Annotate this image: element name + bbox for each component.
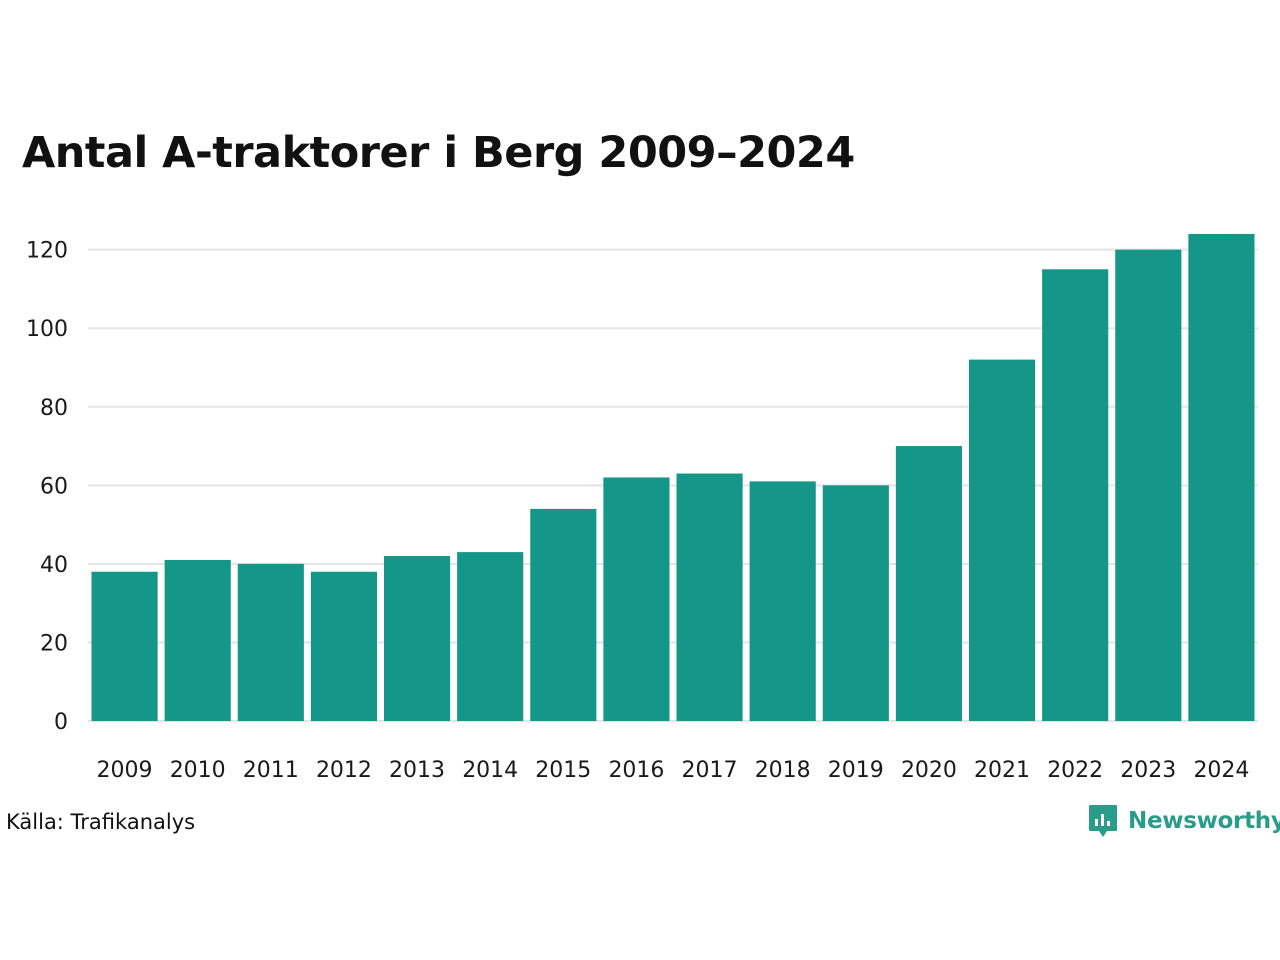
bar-2011 bbox=[237, 563, 304, 721]
bar-2021 bbox=[969, 359, 1036, 721]
x-tick-label: 2020 bbox=[901, 758, 957, 783]
newsworthy-logo-icon bbox=[1089, 805, 1117, 837]
y-tick-label: 60 bbox=[40, 474, 68, 499]
bar-2020 bbox=[895, 446, 963, 721]
bar-2012 bbox=[310, 571, 378, 721]
y-tick-label: 40 bbox=[40, 553, 68, 578]
y-tick-label: 120 bbox=[26, 239, 68, 264]
bar-2010 bbox=[164, 559, 231, 721]
y-axis-ticks: 0 20 40 60 80 100 120 bbox=[26, 239, 68, 735]
bar-2009 bbox=[91, 571, 158, 721]
x-tick-label: 2013 bbox=[389, 758, 445, 783]
x-tick-label: 2021 bbox=[974, 758, 1030, 783]
x-tick-label: 2012 bbox=[316, 758, 372, 783]
bar-2014 bbox=[457, 552, 524, 721]
bar-2024 bbox=[1188, 233, 1255, 721]
bar-2017 bbox=[676, 473, 743, 721]
source-note: Källa: Trafikanalys bbox=[6, 810, 196, 834]
bar-2018 bbox=[749, 481, 816, 721]
x-tick-label: 2017 bbox=[682, 758, 738, 783]
y-tick-label: 0 bbox=[54, 710, 68, 735]
x-axis-ticks: 2009 2010 2011 2012 2013 2014 2015 2016 2017 2018… bbox=[97, 758, 1250, 783]
x-tick-label: 2023 bbox=[1120, 758, 1176, 783]
x-tick-label: 2018 bbox=[755, 758, 811, 783]
y-tick-label: 20 bbox=[40, 631, 68, 656]
x-tick-label: 2011 bbox=[243, 758, 299, 783]
bars bbox=[91, 233, 1255, 721]
x-tick-label: 2015 bbox=[535, 758, 591, 783]
bar-2023 bbox=[1115, 249, 1182, 721]
x-tick-label: 2024 bbox=[1193, 758, 1249, 783]
y-tick-label: 80 bbox=[40, 396, 68, 421]
y-tick-label: 100 bbox=[26, 317, 68, 342]
bar-2015 bbox=[530, 508, 597, 721]
x-tick-label: 2014 bbox=[462, 758, 518, 783]
x-tick-label: 2016 bbox=[608, 758, 664, 783]
bar-2016 bbox=[603, 477, 670, 721]
bar-2013 bbox=[384, 556, 451, 721]
brand-logo: Newsworthy bbox=[1088, 804, 1280, 838]
x-tick-label: 2009 bbox=[97, 758, 153, 783]
x-tick-label: 2022 bbox=[1047, 758, 1103, 783]
x-tick-label: 2010 bbox=[170, 758, 226, 783]
chart-title: Antal A-traktorer i Berg 2009–2024 bbox=[22, 128, 855, 178]
x-tick-label: 2019 bbox=[828, 758, 884, 783]
bar-2022 bbox=[1042, 269, 1109, 721]
bar-2019 bbox=[822, 485, 889, 721]
brand-name: Newsworthy bbox=[1128, 808, 1280, 834]
